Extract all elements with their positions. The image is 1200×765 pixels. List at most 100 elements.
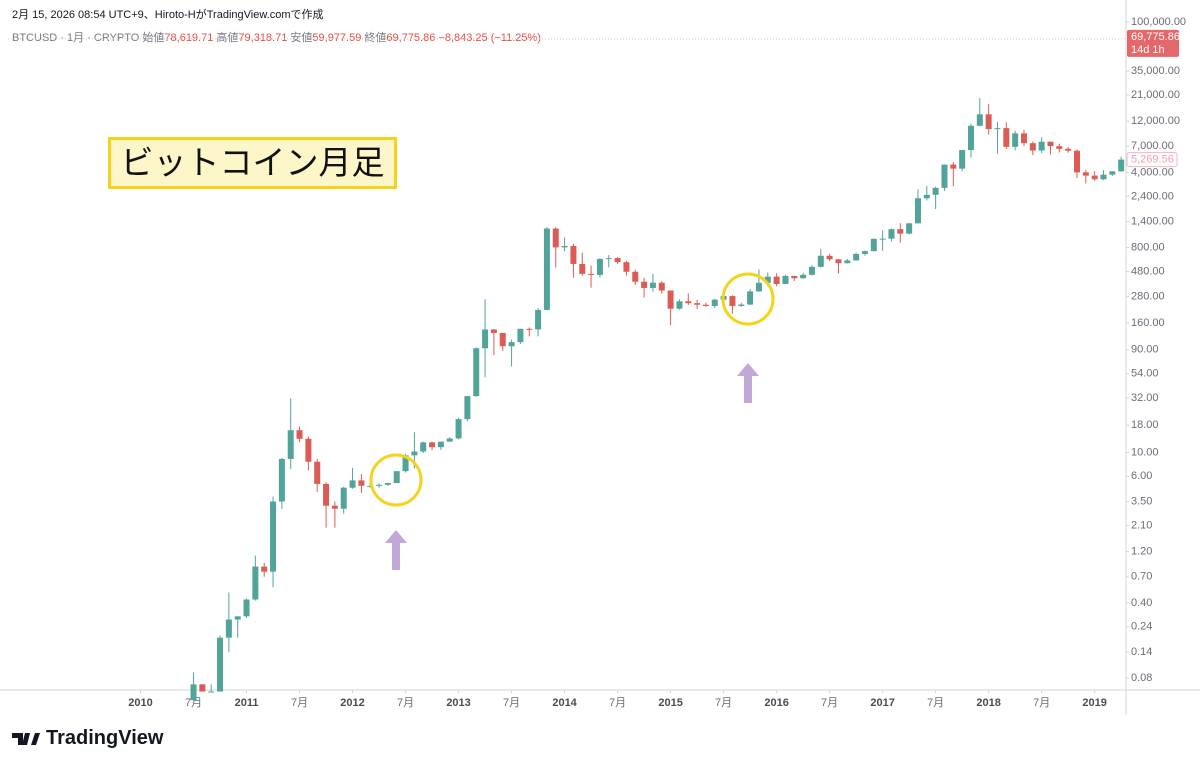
candle-body: [1047, 141, 1054, 147]
candle-body: [270, 501, 277, 572]
candle-body: [897, 229, 904, 234]
marker-price-label: 5,269.56: [1131, 153, 1174, 165]
candle-body: [879, 238, 886, 240]
candle-body: [729, 296, 736, 306]
candle-body: [535, 309, 542, 330]
candle-body: [314, 461, 321, 484]
candle-body: [199, 684, 206, 692]
legend-line: BTCUSD · 1月 · CRYPTO 始値78,619.71 高値79,31…: [12, 29, 541, 45]
candle-body: [817, 255, 824, 267]
candle-body: [800, 274, 807, 279]
candle-body: [888, 229, 895, 239]
candle-body: [614, 258, 621, 263]
y-tick-label: 18.00: [1131, 419, 1159, 431]
candle-body: [914, 198, 921, 224]
candle-body: [526, 328, 533, 330]
x-tick-label: 2016: [764, 697, 788, 709]
candle-body: [367, 485, 374, 487]
candle-body: [482, 329, 489, 349]
candle-body: [446, 438, 453, 442]
candle-body: [1091, 175, 1098, 180]
candle-body: [243, 599, 250, 617]
marker-price-box: [1126, 152, 1178, 168]
x-tick-label: 2015: [658, 697, 682, 709]
y-tick-label: 12,000.00: [1131, 115, 1180, 127]
candle-body: [764, 276, 771, 283]
x-tick-label: 2017: [870, 697, 894, 709]
candle-body: [870, 238, 877, 252]
y-tick-label: 0.14: [1131, 646, 1152, 658]
candle-body: [808, 266, 815, 275]
candle-body: [1073, 150, 1080, 173]
candle-body: [208, 691, 215, 693]
created-note: 2月 15, 2026 08:54 UTC+9、Hiroto-HがTrading…: [12, 9, 324, 21]
candle-body: [967, 125, 974, 151]
candle-body: [773, 276, 780, 284]
candle-body: [632, 271, 639, 282]
candle-body: [596, 258, 603, 275]
candle-body: [853, 253, 860, 261]
x-tick-label: 2011: [235, 697, 259, 709]
candle-body: [1082, 172, 1089, 176]
y-tick-label: 0.24: [1131, 621, 1152, 633]
candle-body: [844, 260, 851, 264]
candle-body: [455, 419, 462, 439]
x-tick-label: 7月: [1033, 697, 1050, 709]
candle-body: [393, 471, 400, 484]
legend-value: 59,977.59: [312, 32, 362, 44]
x-tick-label: 2010: [128, 697, 152, 709]
candle-body: [685, 301, 692, 304]
y-tick-label: 0.40: [1131, 597, 1152, 609]
candle-body: [1100, 174, 1107, 180]
change: −8,843.25 (−11.25%): [438, 32, 541, 44]
y-tick-label: 1,400.00: [1131, 215, 1174, 227]
candle-body: [358, 480, 365, 486]
ohlc-legend: 始値78,619.71 高値79,318.71 安値59,977.59 終値69…: [142, 32, 438, 44]
x-tick-label: 2012: [340, 697, 364, 709]
y-tick-label: 35,000.00: [1131, 65, 1180, 77]
candle-body: [694, 303, 701, 305]
candle-body: [755, 282, 762, 292]
x-tick-label: 7月: [715, 697, 732, 709]
arrow: [737, 363, 759, 403]
x-tick-label: 2019: [1082, 697, 1106, 709]
candle-body: [225, 619, 232, 638]
candle-body: [411, 451, 418, 456]
arrow: [385, 530, 407, 570]
y-tick-label: 100,000.00: [1131, 16, 1186, 28]
legend-value: 79,318.71: [238, 32, 288, 44]
candle-body: [906, 223, 913, 234]
candle-body: [747, 291, 754, 305]
legend-label: 始値: [142, 32, 165, 44]
candle-body: [702, 304, 709, 306]
candle-body: [287, 430, 294, 459]
candle-body: [605, 258, 612, 260]
y-tick-label: 0.70: [1131, 571, 1152, 583]
candle-body: [278, 458, 285, 502]
highlight-circle: [369, 453, 423, 507]
brand-logo: [12, 732, 40, 745]
x-tick-label: 2018: [976, 697, 1000, 709]
candle-body: [1003, 128, 1010, 147]
candle-body: [835, 259, 842, 264]
candle-body: [976, 114, 983, 126]
candle-body: [1065, 148, 1072, 151]
candle-body: [649, 282, 656, 288]
candle-body: [959, 150, 966, 169]
x-tick-label: 7月: [185, 697, 202, 709]
y-tick-label: 54.00: [1131, 368, 1159, 380]
candle-body: [1109, 171, 1116, 175]
candle-body: [826, 255, 833, 260]
annotation-box: ビットコイン月足: [108, 137, 397, 189]
candle-body: [331, 505, 338, 509]
candle-body: [323, 483, 330, 506]
candle-body: [579, 263, 586, 274]
symbol: BTCUSD · 1月 · CRYPTO: [12, 32, 140, 44]
candle-body: [950, 164, 957, 169]
candle-body: [623, 262, 630, 272]
candle-body: [1038, 141, 1045, 151]
candle-body: [217, 637, 224, 692]
candle-body: [543, 228, 550, 310]
